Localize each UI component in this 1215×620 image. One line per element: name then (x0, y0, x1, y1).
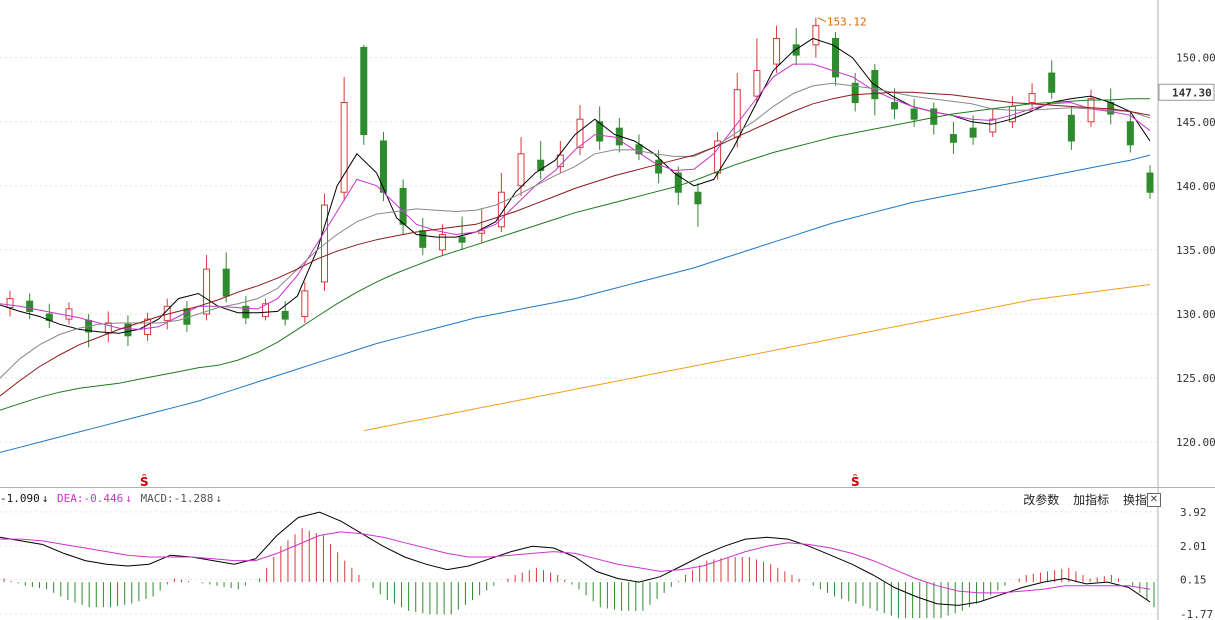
macd-y-tick-label: -1.77 (1180, 608, 1213, 620)
current-price-box (1158, 83, 1215, 101)
dif-arrow-icon: ↓ (41, 492, 49, 505)
candle-body (1028, 93, 1036, 104)
candle-body (910, 108, 918, 120)
y-tick-label: 150.00 (1176, 52, 1215, 65)
ma-line-ma250 (363, 284, 1151, 432)
candle-body (969, 127, 977, 138)
high-annotation-arrow (817, 17, 827, 23)
candle-body (65, 308, 73, 320)
candle-body (1146, 172, 1154, 193)
candle-body (773, 37, 781, 65)
y-tick-label: 135.00 (1176, 244, 1215, 257)
ma-line-ma20 (0, 82, 1151, 379)
candle-body (478, 230, 486, 234)
candle-body (458, 236, 466, 243)
candle-body (674, 172, 682, 193)
candle-body (812, 25, 820, 46)
candle-body (576, 118, 584, 148)
candle-body (792, 44, 800, 56)
candle-body (1087, 98, 1095, 123)
macd-header: -1.090 ↓ DEA:-0.446 ↓ MACD:-1.288 ↓ (0, 492, 224, 508)
candle-body (242, 305, 250, 319)
y-tick-label: 130.00 (1176, 308, 1215, 321)
y-tick-label: 140.00 (1176, 180, 1215, 193)
candle-body (124, 323, 132, 337)
ma-line-ma10 (0, 63, 1151, 330)
macd-line-dif (0, 511, 1151, 606)
macd-value: MACD:-1.288 (140, 492, 214, 505)
candle-body (144, 318, 152, 335)
edit-params-button[interactable]: 改参数 (1023, 493, 1060, 507)
macd-y-tick-label: 2.01 (1180, 540, 1207, 553)
macd-arrow-icon: ↓ (215, 492, 222, 505)
add-indicator-button[interactable]: 加指标 (1073, 493, 1110, 507)
candle-body (1067, 114, 1075, 142)
macd-y-tick-label: 0.15 (1180, 573, 1207, 586)
candle-body (281, 310, 289, 320)
candle-body (399, 187, 407, 225)
signal-marker: Ŝ (140, 474, 149, 489)
candle-body (1048, 72, 1056, 93)
ma-line-ma120 (0, 154, 1151, 453)
close-indicator-icon[interactable]: ✕ (1147, 493, 1161, 507)
ma-line-ma5 (0, 37, 1151, 334)
dea-arrow-icon: ↓ (125, 492, 132, 505)
candle-body (890, 102, 898, 110)
dif-value: -1.090 (0, 492, 40, 505)
candle-body (340, 102, 348, 193)
macd-y-tick-label: 3.92 (1180, 506, 1207, 519)
candle-body (203, 268, 211, 315)
candle-body (517, 153, 525, 187)
macd-line-dea (0, 531, 1151, 594)
candle-body (537, 159, 545, 171)
candle-body (949, 134, 957, 143)
indicator-toolbar: 改参数 加指标 换指标 (1013, 491, 1159, 508)
candle-body (419, 230, 427, 248)
candle-body (655, 159, 663, 174)
candle-body (635, 144, 643, 155)
high-annotation-label: 153.12 (827, 16, 867, 29)
candle-body (556, 154, 564, 168)
candle-body (26, 300, 34, 312)
candle-body (222, 268, 230, 297)
signal-marker: Ŝ (851, 474, 860, 489)
y-tick-label: 145.00 (1176, 116, 1215, 129)
candle-body (6, 298, 14, 309)
candle-body (1126, 121, 1134, 146)
candle-body (596, 121, 604, 142)
candle-body (694, 191, 702, 205)
dea-value: DEA:-0.446 (57, 492, 124, 505)
candle-body (360, 46, 368, 136)
current-price-label: 147.30 (1172, 86, 1212, 99)
candle-body (262, 303, 270, 318)
ma-line-ma30 (0, 91, 1151, 397)
y-tick-label: 125.00 (1176, 372, 1215, 385)
candle-body (832, 37, 840, 78)
candle-body (301, 290, 309, 318)
candle-body (753, 69, 761, 97)
candle-body (989, 118, 997, 133)
candle-body (438, 234, 446, 251)
candle-body (733, 89, 741, 138)
candle-body (320, 204, 328, 283)
ma-line-ma60 (0, 98, 1150, 411)
candle-body (851, 82, 859, 104)
y-tick-label: 120.00 (1176, 436, 1215, 449)
